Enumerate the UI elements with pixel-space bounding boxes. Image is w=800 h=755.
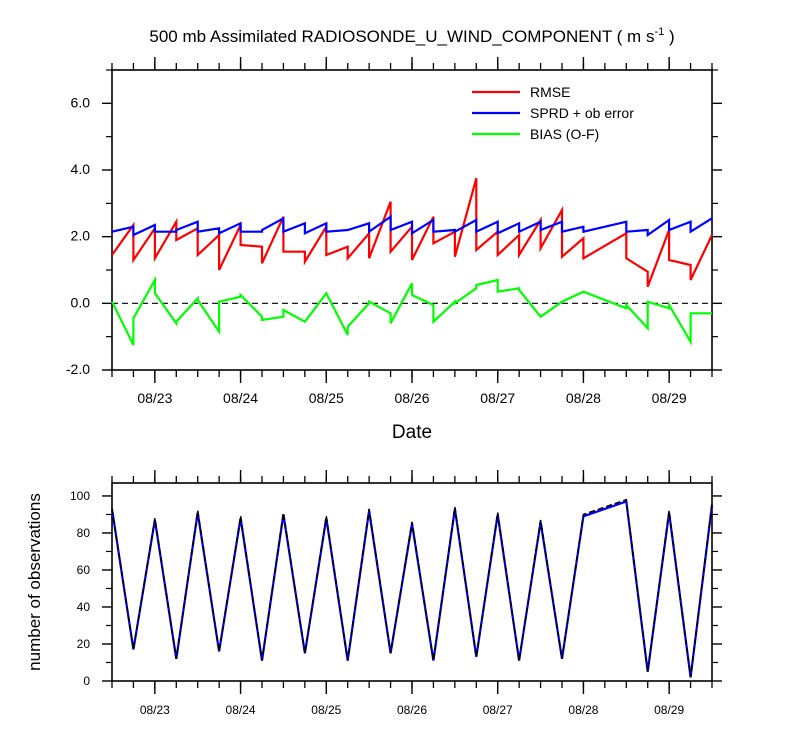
x-tick-label: 08/28 xyxy=(568,703,598,717)
y-tick-label: 20 xyxy=(77,637,91,651)
series-solid-line xyxy=(110,500,714,678)
y-tick-label: 2.0 xyxy=(71,228,91,244)
y-tick-label: 0.0 xyxy=(71,294,91,310)
x-tick-label: 08/27 xyxy=(480,390,515,406)
y-tick-label: 80 xyxy=(77,526,91,540)
x-tick-label: 08/25 xyxy=(309,390,344,406)
y-tick-label: -2.0 xyxy=(66,361,90,377)
y-axis-title: number of observations xyxy=(25,493,44,671)
chart-title-superscript: -1 xyxy=(654,26,664,38)
series-rmse xyxy=(111,178,713,288)
series-sprd-ob-error xyxy=(111,214,713,238)
x-tick-label: 08/27 xyxy=(483,703,513,717)
top-chart: 08/23 08/24 08/25 08/26 08/27 08/28 08/29 -2.0 0… xyxy=(66,57,722,443)
x-tick-label: 08/25 xyxy=(311,703,341,717)
x-tick-label: 08/29 xyxy=(654,703,684,717)
legend-label: RMSE xyxy=(530,84,570,100)
legend-label: BIAS (O-F) xyxy=(530,126,599,142)
x-tick-label: 08/23 xyxy=(140,703,170,717)
y-tick-label: 60 xyxy=(77,563,91,577)
x-tick-label: 08/24 xyxy=(226,703,256,717)
y-tick-label: 40 xyxy=(77,600,91,614)
y-tick-label: 0 xyxy=(83,674,90,688)
chart-title-main: 500 mb Assimilated RADIOSONDE_U_WIND_COM… xyxy=(149,27,654,46)
x-tick-label: 08/28 xyxy=(566,390,601,406)
x-tick-label: 08/24 xyxy=(223,390,258,406)
series-bias-o-f xyxy=(111,275,712,346)
x-tick-label: 08/26 xyxy=(397,703,427,717)
y-tick-label: 4.0 xyxy=(71,161,91,177)
x-tick-label: 08/23 xyxy=(137,390,172,406)
y-tick-label: 6.0 xyxy=(71,94,91,110)
y-tick-label: 100 xyxy=(70,489,90,503)
x-tick-label: 08/29 xyxy=(652,390,687,406)
legend-label: SPRD + ob error xyxy=(530,105,634,121)
x-axis-title: Date xyxy=(392,422,432,443)
chart-title: 500 mb Assimilated RADIOSONDE_U_WIND_COM… xyxy=(149,26,674,46)
plot-frame xyxy=(111,482,713,682)
chart-title-close: ) xyxy=(664,27,674,46)
x-tick-label: 08/26 xyxy=(394,390,429,406)
bottom-chart: 08/23 08/24 08/25 08/26 08/27 08/28 08/29 0 20 40… xyxy=(25,470,722,717)
